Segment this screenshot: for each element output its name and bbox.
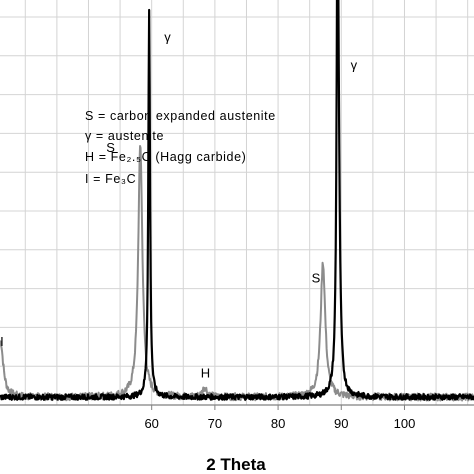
series-layer	[0, 0, 474, 402]
peak-annotation: γ	[164, 30, 171, 45]
peak-annotation: H	[201, 365, 210, 380]
x-tick-label: 90	[334, 416, 348, 431]
series-line-black	[0, 0, 474, 401]
legend-line-2: γ = austenite	[85, 129, 164, 143]
legend-line-4: I = Fe₃C	[85, 172, 136, 186]
annotation-layer: γ Sγ S H I	[0, 30, 358, 381]
legend-line-3: H = Fe₂.₅C (Hagg carbide)	[85, 150, 246, 164]
axis-layer: 2 Theta 60 70 80 90 100	[0, 404, 474, 474]
legend-box: S = carbon expanded austenite γ = austen…	[85, 109, 276, 186]
x-tick-label: 60	[144, 416, 158, 431]
series-line-gray	[0, 144, 474, 402]
peak-annotation: S	[106, 140, 115, 155]
x-axis-label: 2 Theta	[206, 455, 266, 474]
peak-annotation: S	[312, 271, 321, 286]
grid-layer	[0, 0, 474, 405]
legend-line-1: S = carbon expanded austenite	[85, 109, 276, 123]
peak-annotation: γ	[351, 57, 358, 72]
x-tick-label: 100	[394, 416, 416, 431]
peak-annotation: I	[0, 334, 4, 349]
x-tick-label: 70	[208, 416, 222, 431]
x-tick-label: 80	[271, 416, 285, 431]
